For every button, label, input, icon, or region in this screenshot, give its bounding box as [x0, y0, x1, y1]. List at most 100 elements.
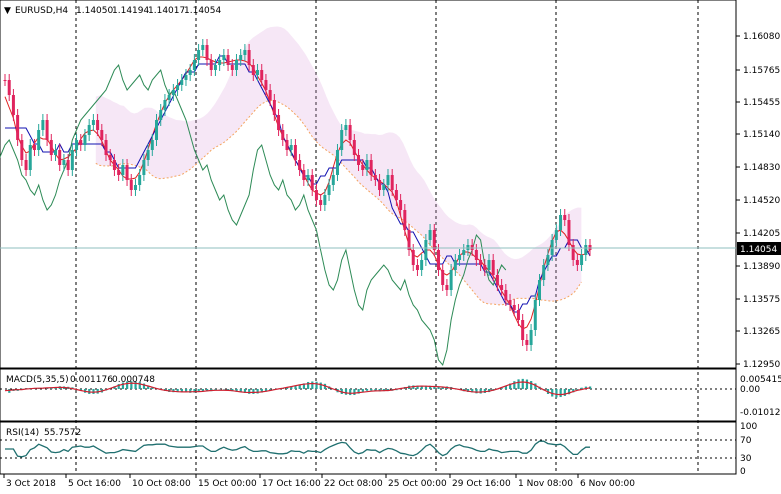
- price-tick-label: 1.13575: [743, 295, 780, 305]
- candle-body: [436, 250, 440, 270]
- candle-body: [542, 265, 546, 280]
- macd-tick-label: -0.010125: [740, 408, 781, 418]
- macd-bar: [589, 386, 592, 389]
- macd-bar: [584, 386, 587, 389]
- vertical-grid: [0, 0, 736, 474]
- low-value: 1.14017: [148, 6, 185, 16]
- candle-body: [176, 85, 180, 90]
- candle-body: [495, 275, 499, 285]
- candle-body: [260, 70, 264, 80]
- candle-body: [474, 250, 478, 260]
- candle-body: [32, 145, 36, 150]
- macd-bar: [319, 382, 322, 389]
- candle-body: [159, 110, 163, 120]
- candle-body: [125, 165, 129, 180]
- macd-panel[interactable]: [0, 368, 737, 422]
- macd-bar: [189, 389, 192, 393]
- macd-histogram: [4, 378, 592, 398]
- candle-body: [104, 140, 108, 155]
- macd-bar: [441, 386, 444, 389]
- candle-body: [3, 80, 7, 81]
- candle-body: [108, 155, 112, 160]
- macd-bar: [513, 381, 516, 389]
- candle-body: [529, 330, 533, 345]
- macd-bar: [302, 383, 306, 389]
- symbol-label: EURUSD,H4: [15, 6, 68, 16]
- macd-bar: [184, 389, 188, 393]
- candle-body: [234, 60, 238, 70]
- macd-bar: [353, 389, 356, 396]
- candle-body: [209, 60, 213, 70]
- macd-bar: [576, 389, 579, 390]
- macd-bar: [142, 383, 146, 389]
- macd-bar: [227, 389, 230, 391]
- candle-body: [171, 90, 175, 95]
- macd-bar: [92, 389, 95, 394]
- candle-body: [411, 250, 415, 265]
- candle-body: [373, 175, 377, 180]
- macd-bar: [79, 389, 82, 391]
- macd-bar: [151, 387, 154, 389]
- macd-tick-label: 0.00: [740, 385, 760, 395]
- macd-bar: [8, 389, 11, 393]
- macd-bar: [176, 389, 179, 393]
- candle-body: [327, 185, 331, 195]
- candle-body: [415, 265, 419, 270]
- macd-bar: [483, 389, 486, 393]
- candle-body: [382, 185, 386, 190]
- candle-body: [129, 180, 133, 190]
- time-tick-label: 22 Oct 08:00: [324, 479, 383, 489]
- candle-body: [197, 50, 201, 60]
- macd-bar: [197, 389, 200, 392]
- indicator-lines: [0, 55, 591, 367]
- rsi-panel[interactable]: [0, 421, 737, 475]
- macd-bar: [315, 381, 318, 389]
- candle-body: [516, 310, 520, 320]
- candle-body: [213, 65, 217, 70]
- candle-body: [424, 240, 428, 260]
- macd-bar: [487, 389, 491, 393]
- candle-body: [251, 65, 255, 75]
- macd-label: MACD(5,35,5): [6, 375, 69, 385]
- candle-body: [432, 230, 436, 250]
- high-value: 1.14194: [112, 6, 149, 16]
- macd-bar: [559, 389, 562, 398]
- candle-body: [45, 120, 49, 140]
- candle-body: [394, 190, 398, 200]
- macd-bar: [365, 389, 369, 391]
- candle-body: [222, 55, 226, 60]
- macd-bar: [521, 378, 524, 389]
- candle-body: [268, 90, 272, 100]
- candle-body: [256, 70, 260, 75]
- candle-body: [533, 300, 537, 330]
- candle-body: [66, 160, 70, 170]
- candle-body: [87, 125, 91, 135]
- candle-body: [462, 250, 466, 255]
- macd-bar: [239, 389, 242, 392]
- macd-bar: [307, 381, 310, 389]
- candle-body: [28, 145, 32, 170]
- rsi-line: [5, 440, 590, 458]
- macd-bar: [433, 386, 436, 389]
- candle-body: [205, 45, 209, 60]
- candle-body: [20, 140, 24, 160]
- candle-body: [285, 140, 289, 150]
- price-tick-label: 1.13265: [743, 327, 780, 337]
- candle-body: [281, 130, 285, 140]
- macd-bar: [382, 389, 385, 392]
- price-panel[interactable]: [0, 0, 737, 369]
- candle-body: [155, 120, 159, 140]
- candle-body: [390, 175, 394, 190]
- macd-bar: [437, 386, 440, 389]
- candle-body: [180, 80, 184, 85]
- candle-body: [331, 175, 335, 185]
- macd-bar: [138, 382, 141, 389]
- macd-bar: [504, 385, 508, 389]
- macd-bar: [285, 387, 289, 389]
- price-tick-label: 1.14830: [743, 163, 780, 173]
- macd-bar: [311, 381, 314, 389]
- macd-bar: [479, 389, 482, 394]
- candle-body: [54, 150, 58, 155]
- candle-body: [310, 175, 314, 190]
